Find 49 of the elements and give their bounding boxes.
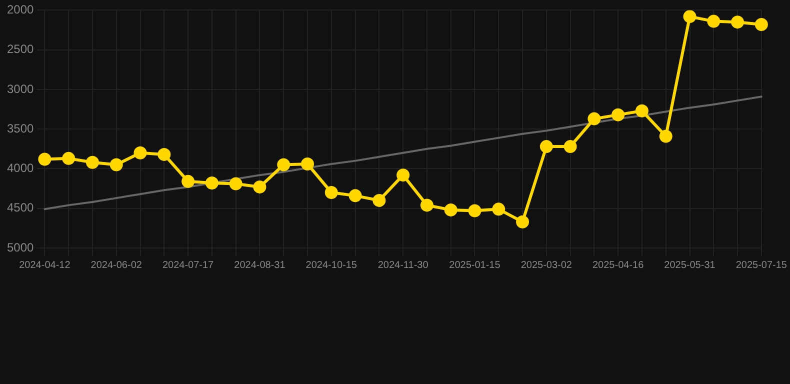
x-tick-label: 2025-07-15: [736, 260, 788, 271]
point: [324, 186, 338, 200]
point: [707, 14, 720, 28]
y-tick-label: 2000: [6, 2, 34, 17]
point: [110, 158, 123, 172]
y-tick-label: 3000: [6, 82, 34, 96]
x-tick-label: 2024-10-15: [306, 260, 358, 271]
x-tick-label: 2025-03-02: [520, 260, 572, 271]
y-tick-label: 5000: [6, 240, 34, 254]
point: [277, 158, 290, 172]
point: [300, 157, 314, 170]
point: [86, 156, 99, 169]
x-tick-label: 2024-11-30: [378, 260, 429, 271]
point: [516, 215, 530, 228]
point: [348, 189, 362, 202]
point: [659, 130, 672, 143]
point: [731, 16, 744, 29]
point: [205, 176, 218, 190]
point: [492, 202, 506, 216]
y-tick-label: 4000: [6, 161, 34, 176]
point: [444, 203, 458, 216]
point: [158, 148, 171, 161]
point: [754, 18, 768, 31]
x-tick-label: 2025-01-15: [449, 260, 501, 271]
x-tick-label: 2024-04-12: [19, 260, 71, 271]
x-tick-label: 2025-05-31: [664, 260, 716, 271]
point: [38, 152, 52, 166]
y-tick-label: 4500: [6, 200, 34, 215]
point: [134, 146, 147, 160]
y-tick-label: 3500: [6, 121, 34, 136]
y-tick-label: 2500: [6, 42, 34, 56]
point: [229, 177, 242, 190]
point: [468, 204, 482, 218]
point: [396, 168, 410, 182]
point: [372, 194, 386, 207]
point: [683, 10, 696, 24]
point: [182, 174, 195, 188]
point: [62, 152, 76, 165]
point: [635, 104, 648, 118]
point: [588, 112, 601, 126]
point: [420, 198, 434, 212]
point: [612, 108, 625, 122]
x-tick-label: 2024-06-02: [90, 260, 142, 271]
x-tick-label: 2024-07-17: [162, 260, 214, 271]
x-tick-label: 2024-08-31: [234, 260, 286, 271]
point: [540, 140, 553, 154]
point: [564, 140, 577, 154]
x-tick-label: 2025-04-16: [592, 260, 644, 271]
point: [253, 180, 266, 194]
